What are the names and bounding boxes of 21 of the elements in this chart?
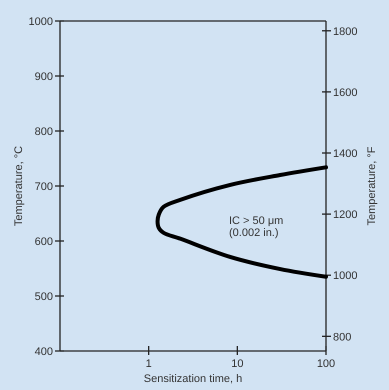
- y-tick-label: 1000: [28, 16, 53, 28]
- y2-tick-label: 1800: [333, 26, 358, 38]
- y-axis-title: Temperature, °C: [13, 146, 25, 226]
- y2-tick-label: 800: [333, 331, 352, 344]
- y-tick-label: 800: [34, 126, 53, 138]
- y2-axis-title: Temperature, °F: [366, 146, 378, 226]
- y-tick-label: 600: [34, 236, 53, 248]
- annotation: IC > 50 μm: [229, 215, 284, 227]
- x-tick-label: 10: [231, 358, 244, 370]
- y-tick-label: 400: [34, 346, 53, 358]
- y2-tick-label: 1400: [333, 148, 358, 160]
- y-tick-label: 900: [34, 71, 53, 83]
- x-tick-label: 100: [316, 358, 336, 370]
- y2-tick-label: 1200: [333, 209, 358, 222]
- x-tick-label: 1: [146, 358, 152, 370]
- x-axis-title: Sensitization time, h: [144, 373, 242, 385]
- annotation: (0.002 in.): [229, 227, 279, 239]
- y2-tick-label: 1600: [333, 86, 358, 99]
- y2-tick-label: 1000: [333, 270, 358, 282]
- y-tick-label: 500: [34, 291, 53, 303]
- y-tick-label: 700: [34, 181, 53, 193]
